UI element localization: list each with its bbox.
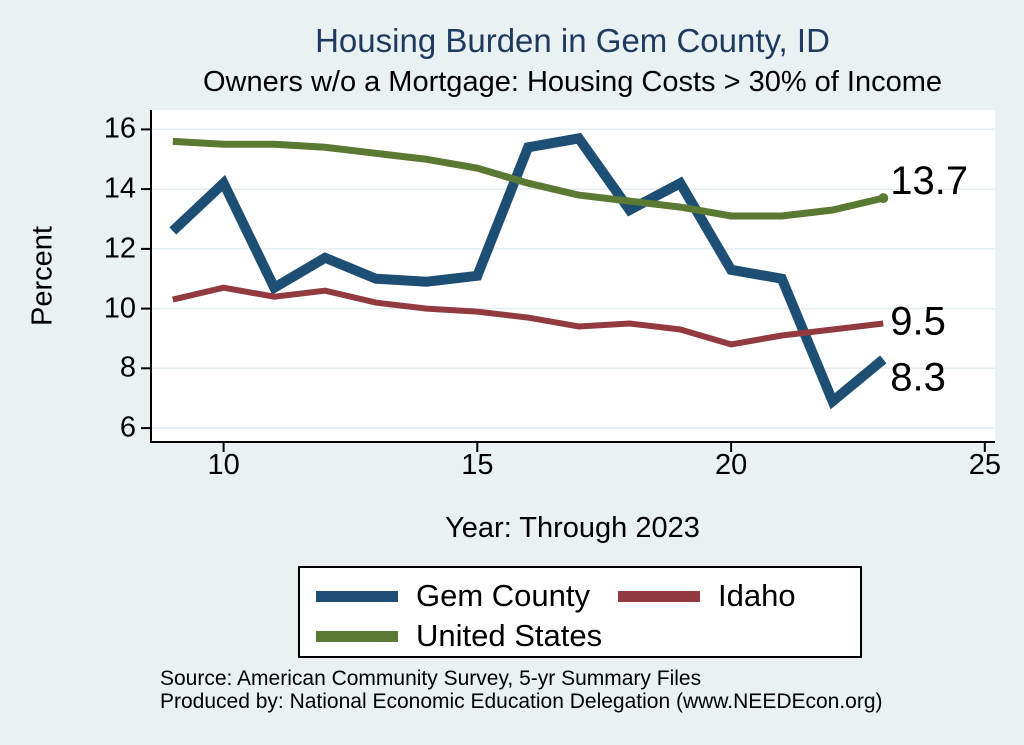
- series-end-label-gem-county: 8.3: [890, 355, 946, 399]
- legend-swatch-gem-county: [316, 590, 398, 602]
- y-tick-label: 6: [119, 411, 136, 444]
- x-tick-label: 20: [714, 449, 748, 481]
- legend-item-united-states: United States: [316, 616, 602, 656]
- legend-item-idaho: Idaho: [618, 576, 796, 616]
- series-end-label-united-states: 13.7: [890, 159, 968, 203]
- source-note: Source: American Community Survey, 5-yr …: [160, 667, 702, 690]
- y-tick-label: 10: [103, 292, 136, 325]
- series-line-idaho: [172, 284, 884, 348]
- legend-label-united-states: United States: [416, 618, 603, 653]
- x-tick-label: 15: [461, 449, 494, 481]
- legend-item-gem-county: Gem County: [316, 576, 590, 616]
- series-line-gem-county: [169, 132, 887, 410]
- legend: Gem County Idaho United States: [298, 566, 862, 658]
- legend-label-gem-county: Gem County: [416, 578, 591, 613]
- plot-svg: 8.3 9.5 13.7: [141, 110, 995, 452]
- plot-area: 8.3 9.5 13.7: [141, 110, 995, 452]
- legend-label-idaho: Idaho: [718, 578, 796, 613]
- series-end-marker-united-states: [878, 193, 889, 204]
- legend-swatch-idaho: [618, 590, 700, 602]
- series-end-label-idaho: 9.5: [890, 300, 946, 344]
- footer-notes: Source: American Community Survey, 5-yr …: [160, 667, 883, 713]
- y-tick-label: 12: [103, 232, 136, 265]
- chart-title: Housing Burden in Gem County, ID: [315, 22, 830, 59]
- x-tick-label: 10: [207, 449, 240, 481]
- y-tick-label: 14: [103, 172, 136, 205]
- y-tick-label: 8: [119, 351, 136, 384]
- x-tick-label: 25: [968, 449, 1001, 481]
- legend-swatch-united-states: [316, 630, 398, 642]
- chart-subtitle: Owners w/o a Mortgage: Housing Costs > 3…: [202, 66, 943, 98]
- series-line-united-states: [172, 137, 885, 220]
- x-axis-title: Year: Through 2023: [445, 512, 700, 544]
- y-axis-title: Percent: [26, 226, 59, 326]
- produced-by-note: Produced by: National Economic Education…: [160, 689, 883, 713]
- y-tick-label: 16: [103, 112, 136, 145]
